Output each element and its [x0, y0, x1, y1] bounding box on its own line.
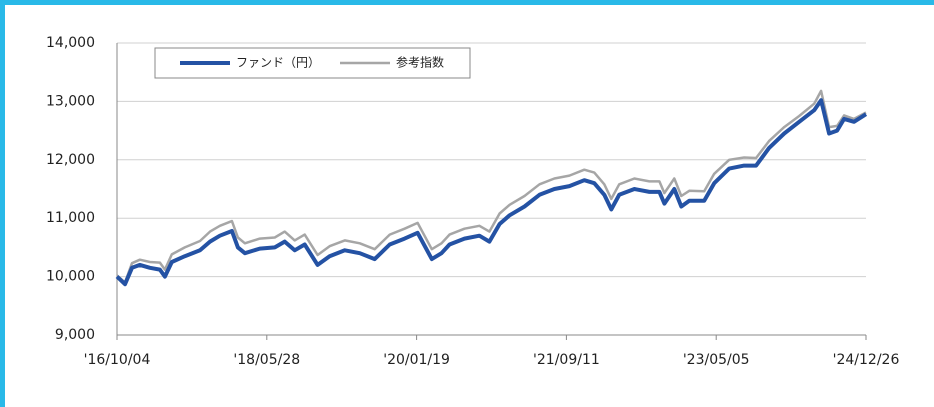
y-tick-label: 13,000: [46, 93, 95, 109]
series-line: [115, 98, 868, 287]
x-tick-label: '24/12/26: [833, 352, 900, 368]
x-tick-label: '20/01/19: [383, 352, 450, 368]
x-tick-label: '21/09/11: [533, 352, 600, 368]
legend-label: 参考指数: [396, 55, 444, 70]
y-tick-label: 9,000: [55, 327, 95, 343]
frame-left: [0, 0, 5, 407]
y-tick-label: 12,000: [46, 152, 95, 168]
x-tick-label: '23/05/05: [683, 352, 750, 368]
y-tick-label: 10,000: [46, 269, 95, 285]
legend-label: ファンド（円）: [236, 56, 320, 70]
x-tick-label: '16/10/04: [84, 352, 151, 368]
y-tick-label: 11,000: [46, 210, 95, 226]
frame-top: [0, 0, 934, 5]
series-line: [116, 89, 867, 284]
y-tick-label: 14,000: [46, 35, 95, 51]
x-tick-label: '18/05/28: [233, 352, 300, 368]
